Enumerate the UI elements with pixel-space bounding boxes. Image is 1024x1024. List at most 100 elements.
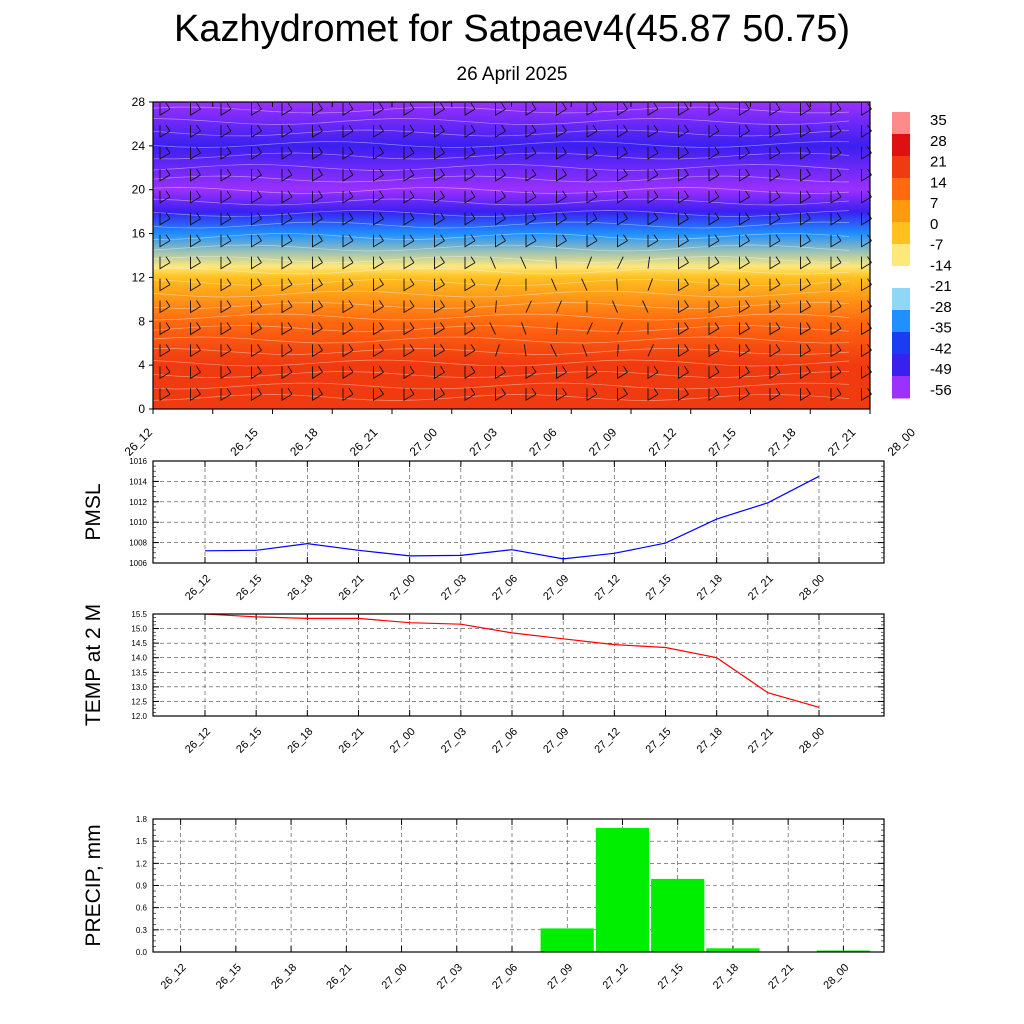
wind-barb [739, 256, 750, 270]
wind-barb [489, 322, 496, 335]
wind-barb [312, 190, 323, 204]
x-tick-label: 26_12 [183, 573, 213, 603]
wind-barb [373, 168, 384, 182]
wind-barb [159, 212, 171, 226]
wind-barb [525, 168, 537, 182]
colorbar-label: -35 [930, 320, 952, 337]
y-tick-label: 1.8 [136, 815, 148, 824]
wind-barb [434, 168, 445, 182]
wind-barb [495, 146, 506, 160]
wind-barb [769, 146, 781, 160]
wind-barb [159, 366, 171, 380]
precip-bar [816, 950, 870, 952]
wind-barb [739, 212, 750, 226]
wind-barb [708, 344, 720, 358]
x-tick-label: 26_21 [337, 726, 367, 756]
wind-barb [800, 256, 811, 270]
wind-barb [708, 146, 720, 160]
wind-barb [159, 102, 171, 116]
wind-barb [281, 256, 293, 270]
wind-barb [220, 168, 232, 182]
wind-barb [403, 234, 415, 248]
wind-barb [281, 387, 293, 402]
colorbar-label: 0 [930, 216, 938, 233]
wind-barb [190, 344, 201, 358]
contour-line [152, 348, 850, 355]
wind-barb [642, 300, 649, 313]
wind-barb [830, 256, 842, 270]
wind-barb [220, 366, 232, 380]
wind-barb [769, 190, 781, 204]
wind-barb [464, 190, 476, 204]
wind-barb [373, 300, 384, 314]
wind-barb [190, 146, 201, 160]
wind-barb [830, 278, 842, 292]
wind-barb [556, 168, 567, 182]
wind-barb [403, 366, 415, 380]
wind-barb [495, 366, 506, 380]
wind-barb [617, 190, 628, 204]
wind-barb [556, 322, 558, 335]
precip-bar [595, 827, 649, 952]
wind-barb [800, 168, 811, 182]
contour-line [152, 244, 850, 252]
wind-barb [159, 124, 171, 138]
wind-barb [342, 212, 354, 226]
x-tick-label: 27_18 [711, 962, 741, 992]
wind-barb [708, 256, 720, 270]
colorbar-swatch [892, 376, 910, 399]
wind-barb [434, 102, 445, 116]
wind-barb [830, 234, 842, 248]
x-tick-label: 27_09 [541, 726, 571, 756]
wind-barb [830, 366, 842, 380]
wind-barb [582, 344, 588, 357]
wind-barb [312, 168, 323, 182]
wind-barb [434, 322, 445, 336]
wind-barb [495, 168, 506, 182]
wind-barb [464, 322, 476, 336]
wind-barb [342, 234, 354, 248]
wind-barb [190, 387, 201, 402]
x-tick-label: 28_00 [797, 726, 827, 756]
wind-barb [769, 256, 781, 270]
wind-barb [342, 168, 354, 182]
wind-barb [159, 190, 171, 204]
wind-barb [769, 102, 781, 116]
wind-barb [281, 322, 293, 336]
wind-barb [739, 366, 750, 380]
y-tick-label: 14.5 [131, 639, 147, 648]
wind-barb [800, 102, 811, 116]
temp-2m-panel: 12.0 12.5 13.0 13.5 14.0 14.5 15.0 15.5 26_12 26_… [82, 604, 885, 756]
x-tick-label: 27_06 [490, 726, 520, 756]
y-tick-label: 1.5 [136, 837, 148, 846]
contour-line [152, 198, 850, 206]
panel-frame [152, 613, 885, 717]
x-tick-label: 26_21 [324, 962, 354, 992]
wind-barb [190, 102, 201, 116]
x-tick-label: 27_00 [407, 425, 441, 459]
wind-barb [586, 256, 592, 269]
wind-barb [551, 278, 557, 291]
x-tick-label: 27_15 [644, 573, 674, 603]
wind-barb [800, 344, 811, 358]
wind-barb [251, 322, 262, 336]
wind-barb [678, 102, 689, 116]
wind-barb [556, 102, 567, 116]
x-tick-label: 26_21 [347, 425, 381, 459]
x-tick-label: 27_18 [765, 425, 799, 459]
colorbar-label: 21 [930, 154, 947, 171]
wind-barb [617, 102, 628, 116]
wind-barb [495, 102, 506, 116]
wind-barb [220, 256, 232, 270]
wind-barb [220, 300, 232, 314]
wind-barb [586, 322, 593, 335]
wind-barb [678, 124, 689, 138]
wind-barb [769, 387, 781, 402]
colorbar-swatch [892, 178, 910, 201]
wind-barb [586, 366, 598, 380]
wind-barb [159, 256, 171, 270]
wind-barb [281, 366, 293, 380]
x-tick-label: 27_21 [825, 425, 859, 459]
x-tick-label: 26_18 [285, 573, 315, 603]
wind-barb [739, 124, 750, 138]
